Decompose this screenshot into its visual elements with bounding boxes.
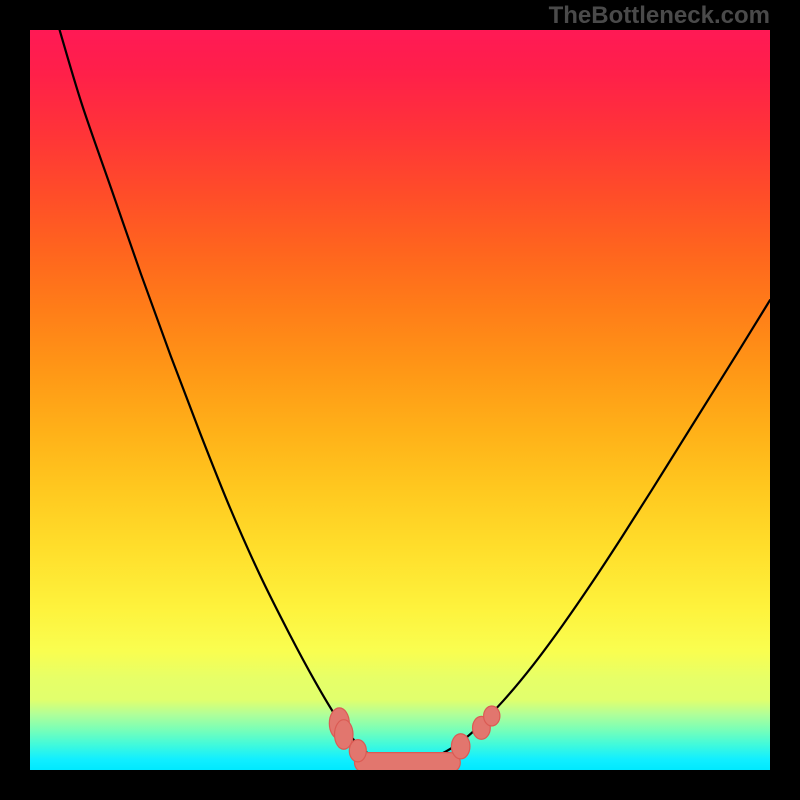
curve-left-branch bbox=[60, 30, 400, 763]
marker-ellipse-5 bbox=[484, 706, 500, 726]
plot-area bbox=[30, 30, 770, 770]
marker-capsule bbox=[354, 753, 460, 770]
chart-container: TheBottleneck.com bbox=[0, 0, 800, 800]
watermark-text: TheBottleneck.com bbox=[549, 2, 770, 30]
curve-right-branch bbox=[400, 300, 770, 763]
curve-layer bbox=[30, 30, 770, 770]
marker-ellipse-2 bbox=[349, 740, 366, 762]
marker-ellipse-3 bbox=[451, 734, 470, 759]
